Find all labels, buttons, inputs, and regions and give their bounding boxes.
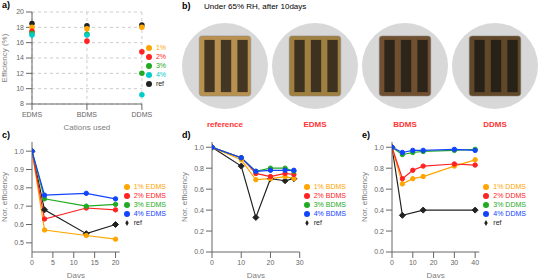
- html-text:4% EDMS: 4% EDMS: [133, 209, 166, 217]
- html-text:2% DDMS: 2% DDMS: [493, 191, 526, 199]
- svg-text:20: 20: [16, 8, 24, 15]
- svg-text:0.6: 0.6: [194, 186, 204, 193]
- svg-text:40: 40: [471, 259, 479, 266]
- html-text:a): a): [2, 0, 10, 10]
- svg-text:0.9: 0.9: [14, 166, 24, 173]
- html-text:4% DDMS: 4% DDMS: [493, 209, 526, 217]
- svg-text:1.0: 1.0: [374, 144, 384, 151]
- html-text:ref: ref: [155, 79, 164, 87]
- svg-text:EDMS: EDMS: [22, 111, 43, 118]
- svg-text:EDMS: EDMS: [303, 120, 327, 129]
- svg-text:Under 65% RH, after 10days: Under 65% RH, after 10days: [204, 2, 306, 11]
- html-text:ref: ref: [493, 218, 502, 226]
- svg-text:BDMS: BDMS: [393, 120, 417, 129]
- svg-text:Nor. efficiency: Nor. efficiency: [180, 172, 189, 222]
- svg-text:0.5: 0.5: [14, 239, 24, 246]
- html-text:c): c): [2, 130, 10, 140]
- svg-text:16: 16: [16, 39, 24, 46]
- svg-text:14: 14: [16, 54, 24, 61]
- html-text:e): e): [362, 130, 370, 140]
- svg-text:0.8: 0.8: [194, 165, 204, 172]
- html-text:d): d): [182, 130, 191, 140]
- svg-text:0.8: 0.8: [374, 165, 384, 172]
- svg-text:12: 12: [16, 70, 24, 77]
- svg-text:8: 8: [20, 100, 24, 107]
- svg-text:20: 20: [112, 259, 120, 266]
- svg-text:10: 10: [409, 259, 417, 266]
- svg-text:Days: Days: [247, 271, 265, 278]
- svg-text:Days: Days: [427, 271, 445, 278]
- svg-text:0: 0: [30, 259, 34, 266]
- svg-text:1.0: 1.0: [14, 148, 24, 155]
- svg-text:0: 0: [210, 259, 214, 266]
- svg-text:Nor. efficiency: Nor. efficiency: [8, 172, 9, 222]
- svg-text:DDMS: DDMS: [483, 120, 507, 129]
- svg-text:0.0: 0.0: [374, 248, 384, 255]
- svg-text:b): b): [182, 1, 191, 11]
- svg-text:reference: reference: [207, 120, 244, 129]
- svg-text:0.6: 0.6: [14, 221, 24, 228]
- html-text:2% BDMS: 2% BDMS: [313, 191, 346, 199]
- svg-text:1.0: 1.0: [194, 144, 204, 151]
- html-text:3% DDMS: 3% DDMS: [493, 200, 526, 208]
- svg-text:Nor. efficiency: Nor. efficiency: [360, 172, 369, 222]
- svg-text:5: 5: [51, 259, 55, 266]
- html-text:ref: ref: [313, 218, 322, 226]
- html-text:2% EDMS: 2% EDMS: [133, 191, 166, 199]
- svg-text:DDMS: DDMS: [132, 111, 153, 118]
- html-text:4%: 4%: [155, 70, 166, 78]
- html-text:2%: 2%: [155, 52, 166, 60]
- html-text:1%: 1%: [155, 43, 166, 51]
- svg-text:18: 18: [16, 24, 24, 31]
- svg-text:10: 10: [70, 259, 78, 266]
- html-text:4% BDMS: 4% BDMS: [313, 209, 346, 217]
- svg-text:0.7: 0.7: [14, 203, 24, 210]
- svg-text:0.8: 0.8: [14, 184, 24, 191]
- svg-text:0.2: 0.2: [194, 228, 204, 235]
- svg-text:0: 0: [390, 259, 394, 266]
- svg-text:Days: Days: [67, 271, 85, 278]
- svg-text:0.4: 0.4: [194, 207, 204, 214]
- html-text:1% EDMS: 1% EDMS: [133, 182, 166, 190]
- html-text:3% EDMS: 3% EDMS: [133, 200, 166, 208]
- svg-text:30: 30: [296, 259, 304, 266]
- html-text:1% DDMS: 1% DDMS: [493, 182, 526, 190]
- html-text:3% BDMS: 3% BDMS: [313, 200, 346, 208]
- svg-text:Efficiency (%): Efficiency (%): [8, 33, 9, 82]
- html-text:3%: 3%: [155, 61, 166, 69]
- svg-text:0.6: 0.6: [374, 186, 384, 193]
- svg-text:15: 15: [91, 259, 99, 266]
- svg-text:30: 30: [450, 259, 458, 266]
- svg-text:Cations used: Cations used: [64, 123, 111, 130]
- svg-text:0.4: 0.4: [374, 207, 384, 214]
- svg-text:10: 10: [237, 259, 245, 266]
- svg-text:BDMS: BDMS: [77, 111, 98, 118]
- svg-text:10: 10: [16, 85, 24, 92]
- svg-text:0.0: 0.0: [194, 248, 204, 255]
- html-text:ref: ref: [133, 218, 142, 226]
- svg-text:20: 20: [430, 259, 438, 266]
- svg-text:0.2: 0.2: [374, 228, 384, 235]
- html-text:1% BDMS: 1% BDMS: [313, 182, 346, 190]
- svg-text:20: 20: [267, 259, 275, 266]
